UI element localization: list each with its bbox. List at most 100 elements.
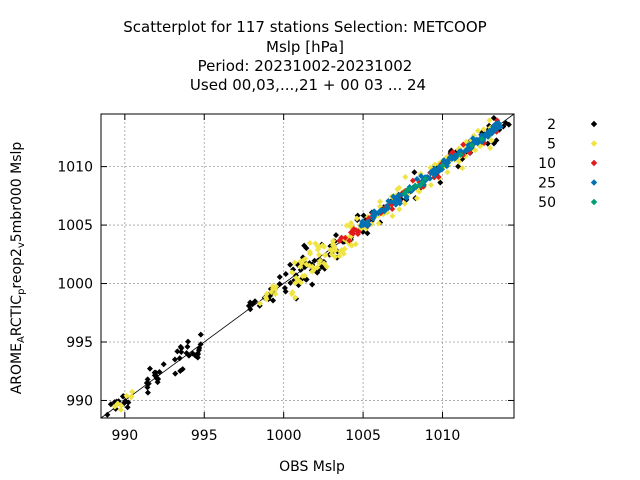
data-point <box>144 389 151 396</box>
y-tick-label: 990 <box>66 393 93 409</box>
data-point <box>289 269 296 276</box>
data-point <box>336 253 343 260</box>
data-point <box>276 280 283 287</box>
data-points <box>104 115 512 418</box>
data-point <box>172 370 179 377</box>
data-point <box>439 162 446 169</box>
data-point <box>143 380 150 387</box>
data-point <box>322 252 329 259</box>
data-point <box>124 404 131 411</box>
data-point <box>438 166 445 173</box>
data-point <box>123 392 130 399</box>
y-tick-label: 995 <box>66 335 93 351</box>
data-point <box>346 237 353 244</box>
data-point <box>395 192 402 199</box>
data-point <box>392 197 399 204</box>
data-point <box>403 195 410 202</box>
data-point <box>292 294 299 301</box>
data-point <box>484 140 491 147</box>
data-point <box>381 208 388 215</box>
data-point <box>297 279 304 286</box>
data-point <box>282 270 289 277</box>
data-point <box>272 286 279 293</box>
data-point <box>314 246 321 253</box>
data-point <box>263 291 270 298</box>
data-point <box>171 356 178 363</box>
data-point <box>401 200 408 207</box>
data-point <box>107 401 114 408</box>
data-point <box>111 403 118 410</box>
data-point <box>350 230 357 237</box>
data-point <box>251 298 258 305</box>
data-point <box>455 163 462 170</box>
data-point <box>431 165 438 172</box>
x-tick-label: 1005 <box>345 428 381 444</box>
data-point <box>401 190 408 197</box>
data-point <box>272 291 279 298</box>
data-point <box>478 135 485 142</box>
data-point <box>312 240 319 247</box>
data-point <box>323 263 330 270</box>
data-point <box>300 257 307 264</box>
data-point <box>343 222 350 229</box>
data-point <box>502 119 509 126</box>
data-point <box>146 365 153 372</box>
data-point <box>451 155 458 162</box>
legend-label: 25 <box>538 176 556 192</box>
data-point <box>306 248 313 255</box>
title-line-1: Scatterplot for 117 stations Selection: … <box>123 18 486 36</box>
data-point <box>291 259 298 266</box>
data-point <box>144 384 151 391</box>
data-point <box>263 296 270 303</box>
data-point <box>104 411 111 418</box>
data-point <box>460 141 467 148</box>
y-tick-label: 1005 <box>57 218 93 234</box>
data-point <box>444 169 451 176</box>
data-point <box>352 241 359 248</box>
data-point <box>330 237 337 244</box>
data-point <box>321 243 328 250</box>
data-point <box>474 127 481 134</box>
data-point <box>383 203 390 210</box>
data-point <box>342 234 349 241</box>
data-point <box>197 331 204 338</box>
data-point <box>341 246 348 253</box>
data-point <box>464 145 471 152</box>
data-point <box>333 232 340 239</box>
legend-marker <box>590 120 598 128</box>
data-point <box>177 343 184 350</box>
title-line-2: Mslp [hPa] <box>266 38 344 56</box>
data-point <box>437 179 444 186</box>
data-point <box>336 237 343 244</box>
data-point <box>129 388 136 395</box>
title-line-4: Used 00,03,...,21 + 00 03 ... 24 <box>190 76 426 94</box>
data-point <box>493 137 500 144</box>
data-point <box>414 175 421 182</box>
data-point <box>487 144 494 151</box>
y-axis-ticks: 990 995 1000 1005 1010 <box>57 160 514 409</box>
data-point <box>314 269 321 276</box>
data-point <box>472 139 479 146</box>
data-point <box>492 127 499 134</box>
data-point <box>156 368 163 375</box>
data-point <box>418 173 425 180</box>
data-point <box>457 151 464 158</box>
x-axis-ticks: 990 995 1000 1005 1010 <box>111 114 460 444</box>
title-line-3: Period: 20231002-20231002 <box>198 57 413 75</box>
data-point <box>459 165 466 172</box>
data-point <box>154 379 161 386</box>
data-point <box>117 406 124 413</box>
data-point <box>486 130 493 137</box>
data-point <box>488 137 495 144</box>
data-point <box>347 219 354 226</box>
data-point <box>431 161 438 168</box>
legend-marker <box>590 198 598 206</box>
data-point <box>431 172 438 179</box>
data-point <box>411 169 418 176</box>
legend-label: 50 <box>538 195 556 211</box>
x-tick-label: 990 <box>111 428 138 444</box>
data-point <box>495 120 502 127</box>
data-point <box>413 195 420 202</box>
